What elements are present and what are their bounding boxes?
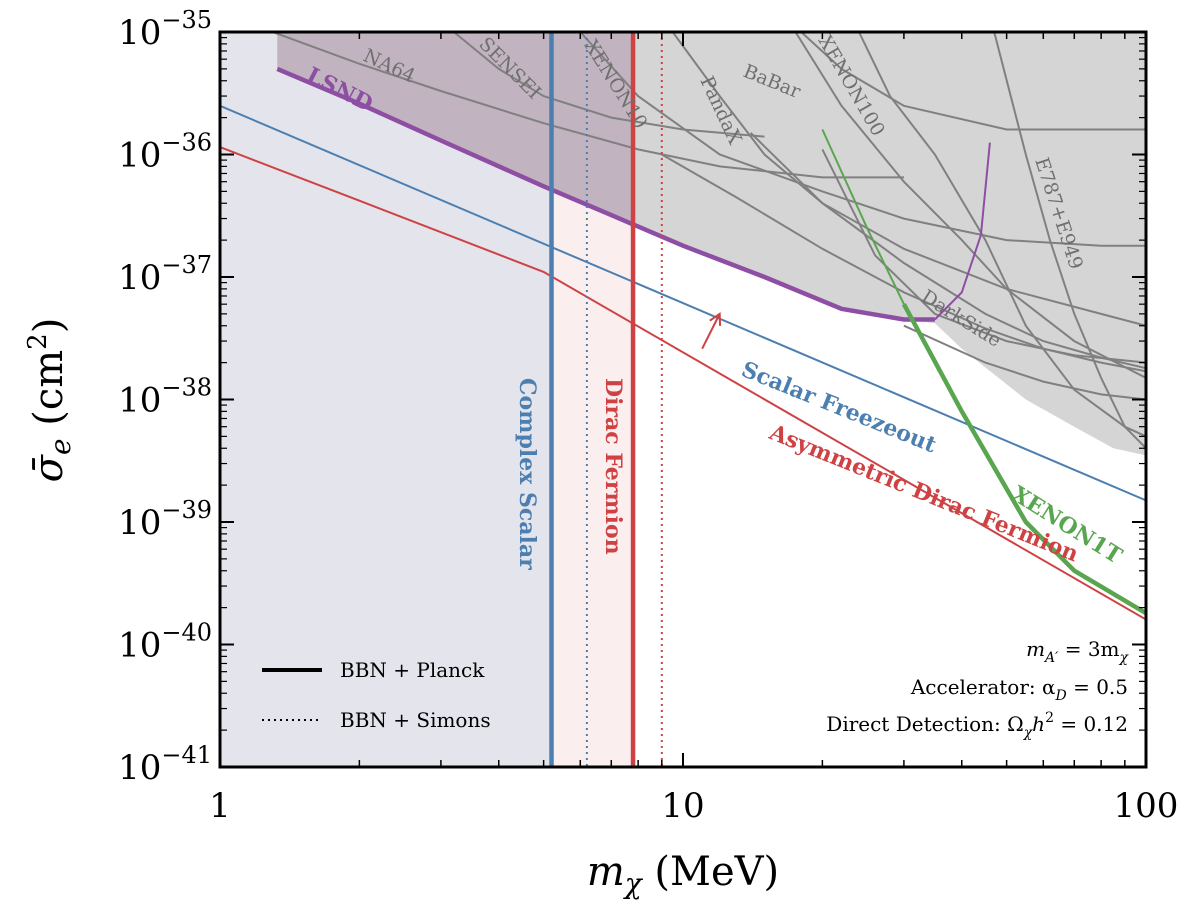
y-axis-title: σ̄e (cm2)	[23, 318, 77, 483]
model-curve-scalar-freezeout	[220, 104, 1146, 502]
model-curve-xenon1t-upper	[821, 129, 905, 305]
y-tick-label: 10−36	[118, 129, 212, 176]
bbn-label-dirac-fermion: Dirac Fermion	[600, 378, 626, 555]
experiment-curve-darkside	[858, 32, 1146, 438]
y-tick-label: 10−41	[118, 741, 212, 788]
experiment-curve-pandax	[671, 32, 1146, 327]
model-curve-lsnd	[276, 66, 935, 322]
x-tick-label: 10	[661, 786, 704, 826]
arrow-shaft	[701, 313, 721, 350]
x-tick-label: 100	[1114, 786, 1179, 826]
annotation-direct-detection: Direct Detection: Ωχh2 = 0.12	[826, 710, 1128, 741]
bbn-label-complex-scalar: Complex Scalar	[514, 378, 540, 570]
model-curve-xenon1t	[901, 303, 1146, 616]
model-curve-lsnd-upturn	[934, 142, 991, 321]
y-tick-label: 10−38	[118, 374, 212, 421]
model-curve-asymmetric-dirac-fermion	[220, 146, 1146, 621]
annotation-mass-ratio: mA′ = 3mχ	[1026, 637, 1129, 666]
x-tick-label: 1	[209, 786, 231, 826]
y-tick-label: 10−39	[118, 496, 212, 543]
arrow-head	[709, 312, 722, 326]
experiment-curve-sensei	[453, 32, 765, 138]
legend-label: BBN + Simons	[340, 708, 491, 732]
experiment-curve-e787-e949	[993, 32, 1146, 449]
experiment-curve-xenon10	[579, 32, 1146, 247]
lsnd-region	[277, 32, 633, 223]
experiment-curve-xenon100	[794, 32, 1146, 379]
experiment-curve-unlabeled-8	[821, 148, 1146, 364]
experiment-curve-unlabeled-9	[749, 132, 1146, 370]
experiment-curve-unlabeled-11	[903, 324, 1146, 401]
y-tick-label: 10−40	[118, 619, 212, 666]
x-axis-title: mχ (MeV)	[587, 849, 779, 900]
experiment-curve-na64	[272, 32, 904, 179]
annotation-accelerator: Accelerator: αD = 0.5	[910, 675, 1128, 704]
experiment-curve-babar	[800, 32, 1146, 131]
y-tick-label: 10−35	[118, 6, 212, 53]
legend-label: BBN + Planck	[340, 658, 485, 682]
y-tick-label: 10−37	[118, 251, 212, 298]
